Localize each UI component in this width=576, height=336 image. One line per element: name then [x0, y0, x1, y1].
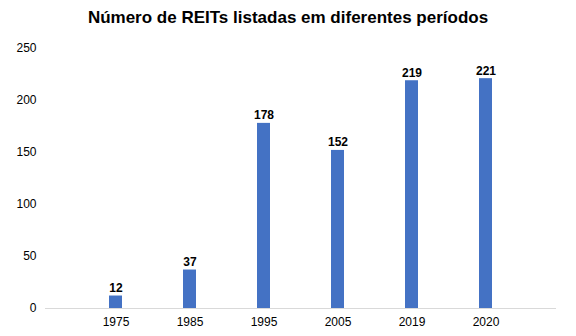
svg-text:2020: 2020: [473, 315, 500, 329]
svg-text:178: 178: [254, 108, 274, 122]
svg-text:1985: 1985: [177, 315, 204, 329]
svg-text:150: 150: [16, 145, 36, 159]
svg-text:152: 152: [328, 135, 348, 149]
svg-text:100: 100: [16, 197, 36, 211]
svg-text:12: 12: [109, 281, 123, 295]
svg-text:219: 219: [402, 66, 422, 80]
svg-text:2019: 2019: [399, 315, 426, 329]
svg-text:250: 250: [16, 41, 36, 55]
svg-text:2005: 2005: [325, 315, 352, 329]
svg-text:1995: 1995: [251, 315, 278, 329]
svg-text:37: 37: [183, 255, 197, 269]
svg-text:1975: 1975: [103, 315, 130, 329]
html-text:Número de REITs listadas em di: Número de REITs listadas em diferentes p…: [87, 8, 489, 27]
svg-text:0: 0: [30, 301, 37, 315]
svg-text:221: 221: [476, 64, 496, 78]
svg-text:50: 50: [23, 249, 37, 263]
svg-text:200: 200: [16, 93, 36, 107]
